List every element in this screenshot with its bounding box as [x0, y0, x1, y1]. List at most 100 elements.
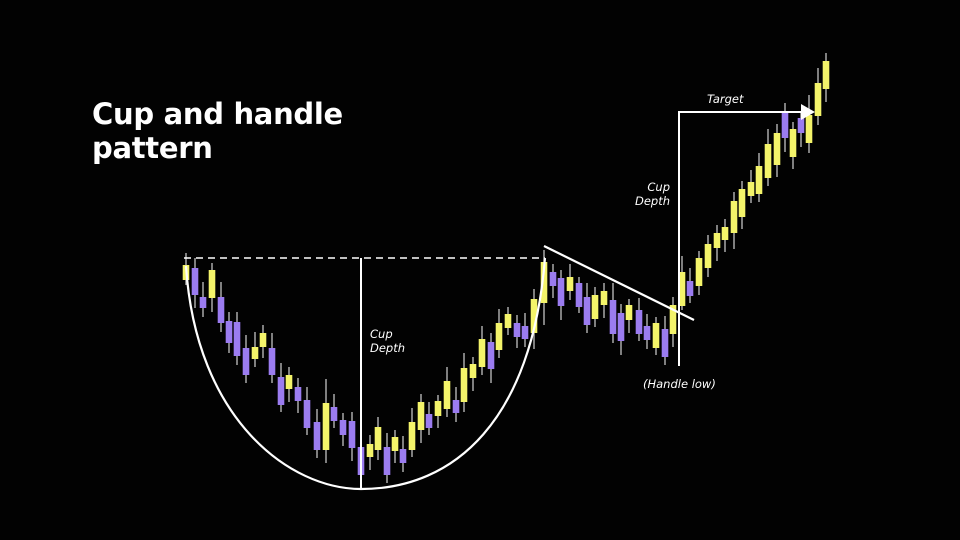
breakout-cup-depth-line2: Depth	[634, 194, 670, 208]
bullish-candle	[814, 68, 822, 125]
bearish-candle	[575, 277, 583, 313]
candle-body	[399, 449, 407, 463]
candle-body	[391, 437, 399, 451]
bullish-candle	[251, 332, 259, 367]
bullish-candle	[822, 53, 830, 102]
candle-body	[191, 268, 199, 295]
candle-body	[469, 364, 477, 378]
breakout-cup-depth-line1: Cup	[647, 180, 670, 194]
candle-body	[521, 326, 529, 339]
bullish-candle	[773, 124, 781, 177]
bullish-candle	[374, 417, 382, 460]
bullish-candle	[322, 379, 330, 463]
candle-body	[495, 323, 503, 350]
candle-body	[635, 310, 643, 334]
bearish-candle	[339, 413, 347, 446]
candle-body	[487, 342, 495, 369]
candle-body	[225, 321, 233, 343]
candle-body	[374, 427, 382, 450]
candle-body	[233, 322, 241, 356]
bullish-candle	[738, 181, 746, 229]
candle-body	[339, 420, 347, 435]
bearish-candle	[233, 312, 241, 365]
bullish-candle	[600, 283, 608, 318]
cup-depth-label: Cup Depth	[370, 327, 405, 355]
candle-body	[747, 182, 755, 196]
candle-body	[478, 339, 486, 367]
candle-body	[669, 305, 677, 334]
candle-body	[277, 377, 285, 405]
candle-body	[303, 400, 311, 428]
candle-body	[425, 414, 433, 428]
bearish-candle	[425, 402, 433, 435]
candle-body	[661, 329, 669, 357]
bullish-candle	[285, 367, 293, 402]
bullish-candle	[443, 367, 451, 417]
bearish-candle	[686, 268, 694, 303]
candle-body	[259, 333, 267, 347]
candle-body	[575, 283, 583, 307]
bearish-candle	[781, 103, 789, 152]
candle-body	[348, 421, 356, 448]
bearish-candle	[399, 436, 407, 472]
bearish-candle	[277, 363, 285, 412]
handle-trendline	[543, 245, 695, 321]
candle-body	[513, 323, 521, 337]
candle-body	[591, 295, 599, 319]
bearish-candle	[303, 387, 311, 435]
candle-body	[643, 326, 651, 340]
bullish-candle	[755, 153, 763, 202]
bullish-candle	[591, 287, 599, 327]
candle-body	[540, 262, 548, 303]
candle-body	[721, 227, 729, 240]
cup-arc	[184, 257, 547, 491]
bearish-candle	[268, 333, 276, 383]
bullish-candle	[434, 395, 442, 428]
page-title: Cup and handle pattern	[92, 97, 343, 165]
title-line-1: Cup and handle	[92, 97, 343, 131]
candle-body	[251, 347, 259, 359]
bearish-candle	[643, 314, 651, 349]
candle-body	[764, 144, 772, 178]
candle-body	[566, 277, 574, 291]
candle-body	[713, 233, 721, 248]
candle-body	[208, 270, 216, 298]
bullish-candle	[566, 264, 574, 300]
candle-body	[434, 401, 442, 416]
bearish-candle	[661, 316, 669, 365]
bearish-candle	[549, 264, 557, 298]
candle-body	[460, 368, 468, 402]
candle-body	[285, 375, 293, 389]
bearish-candle	[521, 313, 529, 347]
candle-body	[686, 281, 694, 296]
bullish-candle	[460, 353, 468, 412]
bullish-candle	[730, 192, 738, 249]
candle-body	[805, 115, 813, 143]
candle-body	[730, 201, 738, 233]
candle-body	[797, 118, 805, 133]
candle-body	[330, 407, 338, 421]
bullish-candle	[530, 289, 538, 349]
cup-depth-label-line1: Cup	[370, 327, 393, 341]
bullish-candle	[704, 235, 712, 277]
bearish-candle	[313, 409, 321, 458]
candle-body	[822, 61, 830, 89]
candle-body	[366, 444, 374, 457]
bearish-candle	[217, 282, 225, 332]
bearish-candle	[487, 333, 495, 383]
candle-body	[217, 297, 225, 323]
bullish-candle	[747, 170, 755, 203]
title-line-2: pattern	[92, 131, 213, 165]
bearish-candle	[330, 394, 338, 428]
bullish-candle	[652, 317, 660, 355]
candle-body	[383, 447, 391, 475]
bullish-candle	[764, 129, 772, 186]
bearish-candle	[617, 304, 625, 355]
bearish-candle	[242, 335, 250, 383]
candles	[182, 53, 830, 488]
bullish-candle	[259, 325, 267, 358]
candle-body	[504, 314, 512, 328]
candle-body	[313, 422, 321, 450]
bearish-candle	[583, 283, 591, 333]
